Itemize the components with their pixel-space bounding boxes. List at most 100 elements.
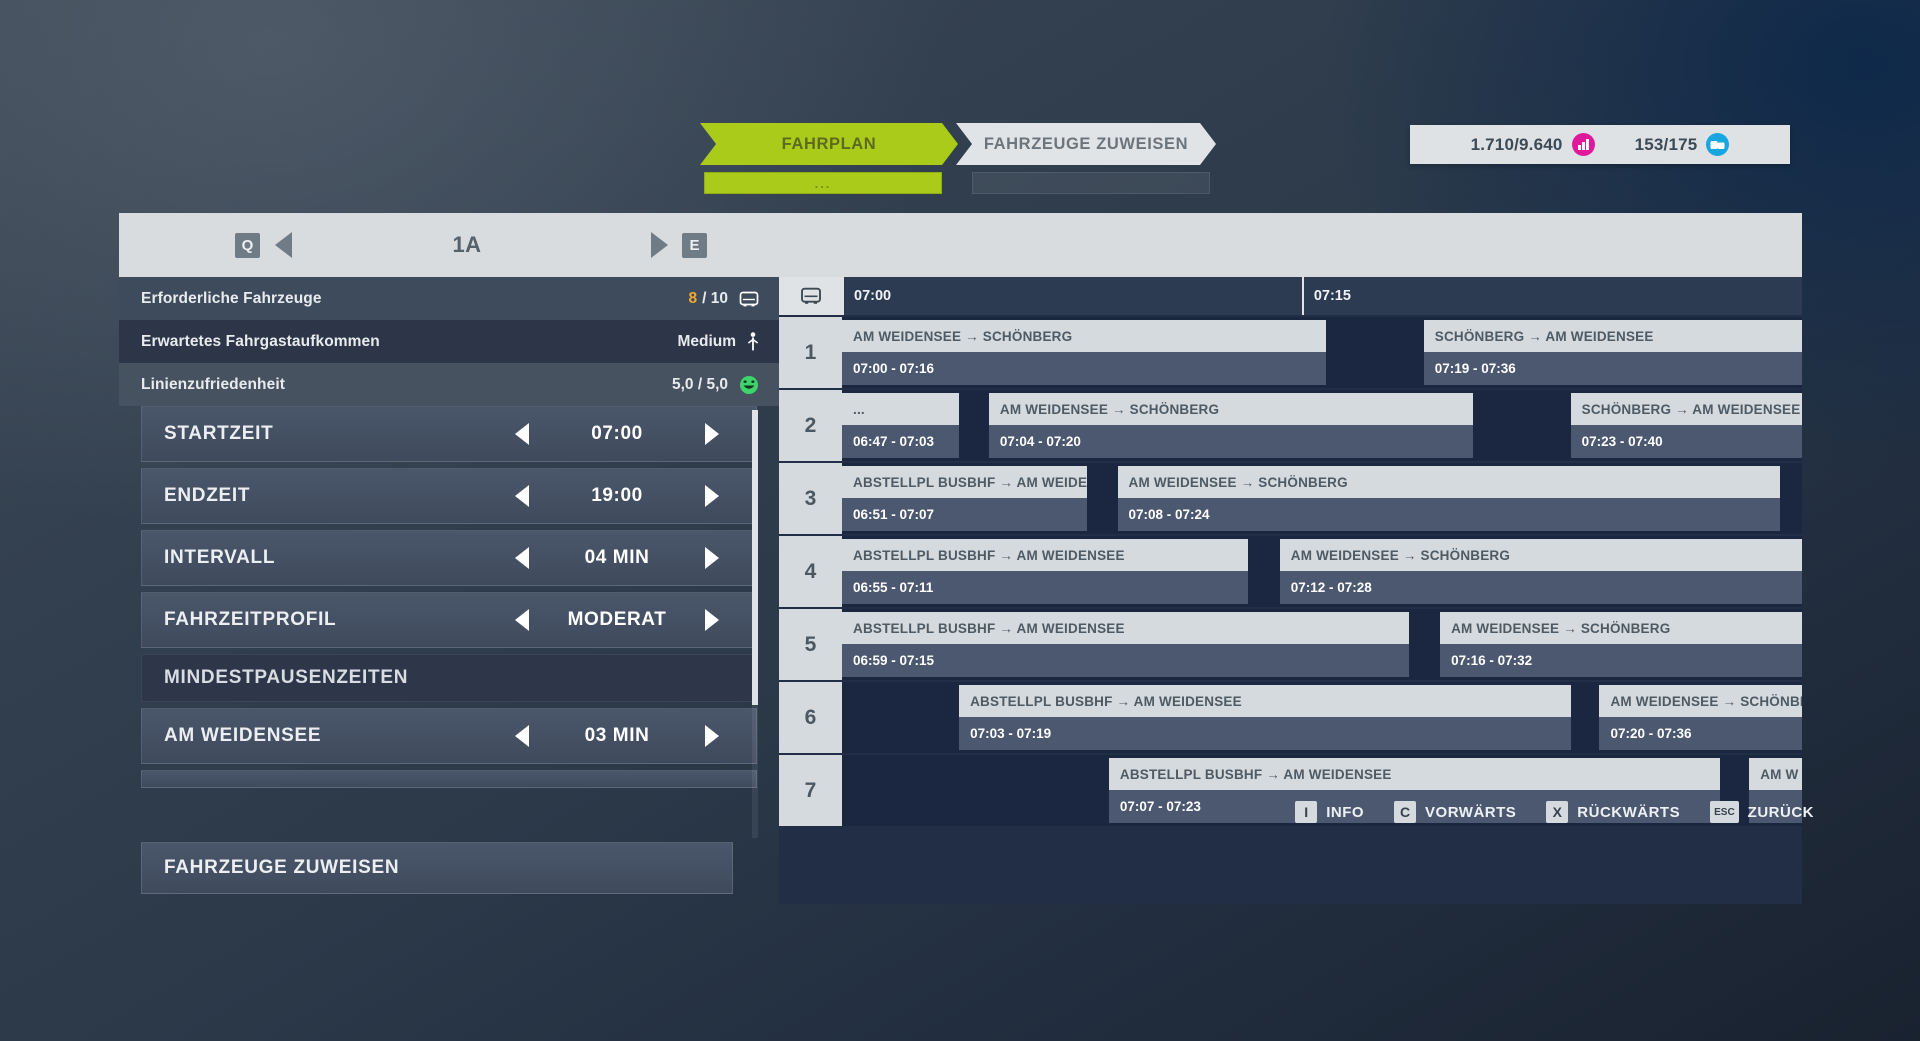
hotkey-zurueck[interactable]: ESC ZURÜCK (1710, 801, 1814, 823)
setting-endzeit-increase[interactable] (690, 485, 734, 507)
gantt-time-tick: 07:00 (842, 277, 891, 315)
setting-pause-am-weidensee-increase[interactable] (690, 725, 734, 747)
gantt-trip-name: SCHÖNBERG → AM WEIDENSEE (1570, 393, 1802, 425)
settings-list: STARTZEIT 07:00 ENDZEIT 19:00 INTERVALL … (119, 406, 779, 904)
hotkey-rueckwaerts[interactable]: X RÜCKWÄRTS (1546, 801, 1680, 823)
gantt-row-number: 2 (779, 390, 842, 461)
timetable-panel: Q 1A E Erforderliche Fahrzeuge 8 / 10 Er… (119, 213, 1802, 904)
gantt-trip-time: 06:47 - 07:03 (842, 425, 960, 458)
hotkey-key-badge: C (1394, 801, 1417, 823)
settings-scrollbar-thumb[interactable] (752, 410, 758, 705)
setting-fahrzeitprofil-decrease[interactable] (500, 609, 544, 631)
gantt-trip-block[interactable]: AM WEIDENSEE → SCHÖNBERG 07:12 - 07:28 (1279, 539, 1802, 604)
gantt-row-number: 5 (779, 609, 842, 680)
gantt-trip-block[interactable]: ... 06:47 - 07:03 (842, 393, 960, 458)
gantt-trip-time: 07:16 - 07:32 (1440, 644, 1802, 677)
gantt-trip-block[interactable]: AM WEIDENSEE → SCHÖNBERG 07:16 - 07:32 (1440, 612, 1802, 677)
setting-pause-am-weidensee-decrease[interactable] (500, 725, 544, 747)
stat-passengers-value: 1.710/9.640 (1470, 134, 1563, 154)
next-line-arrow[interactable] (651, 232, 668, 258)
gantt-trip-time: 07:23 - 07:40 (1570, 425, 1802, 458)
gantt-row-number: 3 (779, 463, 842, 534)
gantt-trip-block[interactable]: ABSTELLPL BUSBHF → AM WEIDENSEE 06:55 - 0… (842, 539, 1249, 604)
stat-vehicles-value: 153/175 (1634, 134, 1698, 154)
tab-fahrzeuge-zuweisen-progress (972, 172, 1210, 194)
gantt-row-number: 4 (779, 536, 842, 607)
gantt-trip-block[interactable]: ABSTELLPL BUSBHF → AM WEIDENSEE 07:07 - 0… (1108, 758, 1721, 823)
hotkey-key-badge: I (1295, 801, 1318, 823)
setting-intervall-decrease[interactable] (500, 547, 544, 569)
hotkey-vorwaerts[interactable]: C VORWÄRTS (1394, 801, 1516, 823)
gantt-trip-name: SCHÖNBERG → AM WEIDENSEE (1423, 320, 1802, 352)
hotkey-key-badge: ESC (1710, 801, 1739, 823)
gantt-row-number: 7 (779, 755, 842, 826)
gantt-trip-name: ... (842, 393, 960, 425)
gantt-trip-name: AM WEIDENSEE → SCHÖNBERG (1279, 539, 1802, 571)
person-icon (747, 332, 759, 351)
gantt-row-track: ... 06:47 - 07:03 AM WEIDENSEE → SCHÖNBERG… (842, 390, 1802, 461)
assign-vehicles-button[interactable]: FAHRZEUGE ZUWEISEN (141, 842, 733, 894)
setting-intervall: INTERVALL 04 MIN (141, 530, 757, 586)
gantt-trip-block[interactable]: ABSTELLPL BUSBHF → AM WEIDENSEE 07:03 - 0… (959, 685, 1571, 750)
setting-startzeit: STARTZEIT 07:00 (141, 406, 757, 462)
setting-label: FAHRZEITPROFIL (164, 609, 337, 630)
setting-endzeit: ENDZEIT 19:00 (141, 468, 757, 524)
bus-icon (1706, 133, 1730, 156)
setting-fahrzeitprofil-value: MODERAT (567, 609, 667, 630)
expected-passengers-value: Medium (677, 332, 736, 350)
info-row-label: Erwartetes Fahrgastaufkommen (141, 332, 380, 350)
hotkey-label: RÜCKWÄRTS (1577, 803, 1681, 821)
gantt-trip-name: AM WEIDENSEE → SCHÖNBERG (1599, 685, 1802, 717)
gantt-trip-name: AM WEIDENSEE → SCHÖNBERG (1117, 466, 1780, 498)
setting-row-partial[interactable] (141, 770, 757, 788)
gantt-row: 5 ABSTELLPL BUSBHF → AM WEIDENSEE 06:59 - … (779, 609, 1802, 680)
gantt-trip-block[interactable]: AM WEIDENSEE → SCHÖNBERG 07:00 - 07:16 (842, 320, 1326, 385)
gantt-trip-name: AM WEIDENSEE → SCHÖNBERG (842, 320, 1326, 352)
workflow-tabs: FAHRPLAN ... FAHRZEUGE ZUWEISEN (700, 123, 1216, 194)
setting-fahrzeitprofil-increase[interactable] (690, 609, 734, 631)
gantt-time-scale: 07:00 07:15 (842, 277, 1802, 315)
tab-fahrzeuge-zuweisen[interactable]: FAHRZEUGE ZUWEISEN (956, 123, 1216, 165)
setting-endzeit-decrease[interactable] (500, 485, 544, 507)
gantt-trip-name: ABSTELLPL BUSBHF → AM WEIDENSEE (842, 539, 1249, 571)
hotkey-info[interactable]: I INFO (1295, 801, 1364, 823)
assign-vehicles-label: FAHRZEUGE ZUWEISEN (164, 857, 400, 878)
gantt-row-track: AM WEIDENSEE → SCHÖNBERG 07:00 - 07:16 SCH… (842, 317, 1802, 388)
info-row-line-satisfaction: Linienzufriedenheit 5,0 / 5,0 (119, 363, 779, 406)
gantt-row: 4 ABSTELLPL BUSBHF → AM WEIDENSEE 06:55 - … (779, 536, 1802, 607)
tab-group-fahrplan: FAHRPLAN ... (700, 123, 958, 194)
hotkey-label: ZURÜCK (1747, 803, 1814, 821)
gantt-trip-name: ABSTELLPL BUSBHF → AM WEIDENSEE (959, 685, 1571, 717)
setting-startzeit-increase[interactable] (690, 423, 734, 445)
bus-icon (739, 291, 759, 307)
tab-fahrplan[interactable]: FAHRPLAN (700, 123, 958, 165)
gantt-trip-time: 07:08 - 07:24 (1117, 498, 1780, 531)
gantt-trip-block[interactable]: AM WEIDENSEE → SCHÖNBERG 07:08 - 07:24 (1117, 466, 1780, 531)
gantt-row-track: ABSTELLPL BUSBHF → AM WEIDENSEE 07:03 - 0… (842, 682, 1802, 753)
gantt-trip-time: 07:12 - 07:28 (1279, 571, 1802, 604)
gantt-time-tick: 07:15 (1301, 277, 1351, 315)
prev-line-arrow[interactable] (275, 232, 292, 258)
line-name: 1A (452, 232, 482, 257)
gantt-trip-block[interactable]: SCHÖNBERG → AM WEIDENSEE 07:19 - 07:36 (1423, 320, 1802, 385)
gantt-trip-time: 06:59 - 07:15 (842, 644, 1410, 677)
setting-label: ENDZEIT (164, 485, 251, 506)
gantt-trip-block[interactable]: AM WEIDENSEE → SCHÖNBERG 07:04 - 07:20 (988, 393, 1473, 458)
gantt-trip-name: ABSTELLPL BUSBHF → AM WEIDENSEE (842, 612, 1410, 644)
setting-intervall-increase[interactable] (690, 547, 734, 569)
setting-label: INTERVALL (164, 547, 276, 568)
setting-label: AM WEIDENSEE (164, 725, 322, 746)
setting-startzeit-decrease[interactable] (500, 423, 544, 445)
setting-startzeit-value: 07:00 (591, 423, 643, 444)
gantt-trip-time: 07:00 - 07:16 (842, 352, 1326, 385)
gantt-trip-time: 07:03 - 07:19 (959, 717, 1571, 750)
schedule-gantt: 07:00 07:15 1 AM WEIDENSEE → SCHÖNBERG 07:0… (779, 277, 1802, 904)
gantt-trip-block[interactable]: AM W (1749, 758, 1802, 823)
gantt-trip-block[interactable]: SCHÖNBERG → AM WEIDENSEE 07:23 - 07:40 (1570, 393, 1802, 458)
setting-endzeit-value: 19:00 (591, 485, 643, 506)
gantt-trip-block[interactable]: ABSTELLPL BUSBHF → AM WEIDENSEE 06:59 - 0… (842, 612, 1410, 677)
stat-vehicles: 153/175 (1635, 133, 1730, 156)
